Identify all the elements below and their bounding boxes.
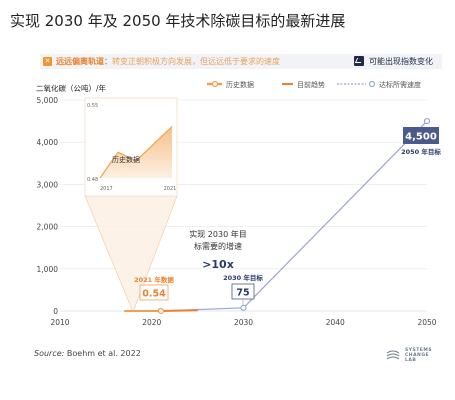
source-label: Source: [34,349,65,358]
annotation-2021-value: 0.54 [142,289,166,300]
legend-marker-history [211,80,219,88]
annotation-rate-line1: 实现 2030 年目 [189,229,246,239]
banner-warning-text: 转变正朝积极方向发展，但远远低于要求的速度 [112,57,280,66]
legend: 历史数据 目前趋势 达标所需速度 [207,80,421,89]
logo-text-line2: CHANGE [405,353,430,358]
x-icon: ✕ [43,57,52,66]
y-tick-label: 2,000 [37,223,59,232]
point-2021 [157,307,165,315]
annotation-2050-value: 4,500 [405,132,437,143]
legend-marker-required [368,80,376,88]
y-tick-label: 1,000 [37,265,59,274]
inset-zoom-edge-left [84,195,134,313]
point-2030 [240,304,247,311]
legend-item-trend: 目前趋势 [297,80,325,89]
annotation-rate-line2: 标需要的增速 [194,241,242,251]
legend-item-required: 达标所需速度 [379,80,421,89]
banner-warning: 远远偏离轨道：转变正朝积极方向发展，但远远低于要求的速度 [56,54,280,69]
x-tick-label: 2040 [326,318,345,327]
x-tick-label: 2030 [234,318,253,327]
annotation-2021-label: 2021 年数据 [134,275,174,284]
trend-icon [354,56,364,66]
inset-title: 历史数据 [112,155,140,164]
series-required-line [160,120,428,312]
source-text: Boehm et al. 2022 [66,349,141,358]
inset-xmin-label: 2017 [100,186,113,192]
annotation-2030-label: 2030 年目标 [223,273,263,282]
legend-item-history: 历史数据 [226,80,254,89]
banner-warning-title: 远远偏离轨道： [56,57,112,66]
inset-ymax-label: 0.55 [87,103,98,109]
systems-change-lab-logo-icon [386,350,400,360]
inset-zoom-wedge [85,196,177,312]
y-tick-label: 3,000 [37,180,59,189]
annotation-2050-box [403,127,439,144]
y-tick-label: 5,000 [37,96,59,105]
logo-text-line3: LAB [405,358,417,363]
annotation-rate-multiplier: >10x [202,258,234,271]
systems-change-lab-logo: SYSTEMS CHANGE LAB [405,348,432,363]
y-tick-label: 4,000 [37,138,59,147]
inset-xmax-label: 2021 [164,186,177,192]
y-axis-label: 二氧化碳（公吨）/年 [36,83,107,93]
inset-history-line [99,126,173,179]
source-note: Source: Boehm et al. 2022 [34,349,141,358]
y-tick-label: 0 [53,307,58,316]
source-footnote [34,361,35,366]
point-2050 [423,117,431,125]
x-tick-label: 2010 [50,318,69,327]
x-tick-labels: 2010 2020 2030 2040 2050 [50,318,436,327]
banner-trend-label: 可能出现指数变化 [369,57,433,66]
y-tick-labels: 0 1,000 2,000 3,000 4,000 5,000 [37,96,59,316]
inset-ymin-label: 0.48 [87,177,98,183]
annotation-2050-label: 2050 年目标 [401,147,441,156]
series-trend-line [160,309,198,312]
chart-title: 实现 2030 年及 2050 年技术除碳目标的最新进展 [10,12,346,30]
annotation-2030-value: 75 [236,288,249,299]
x-tick-label: 2020 [142,318,161,327]
x-tick-label: 2050 [417,318,436,327]
logo-text-line1: SYSTEMS [405,348,433,353]
status-banner: ✕ 远远偏离轨道：转变正朝积极方向发展，但远远低于要求的速度 可能出现指数变化 [40,54,442,69]
inset-history-area [100,126,172,178]
annotation-2021-box [139,284,169,301]
